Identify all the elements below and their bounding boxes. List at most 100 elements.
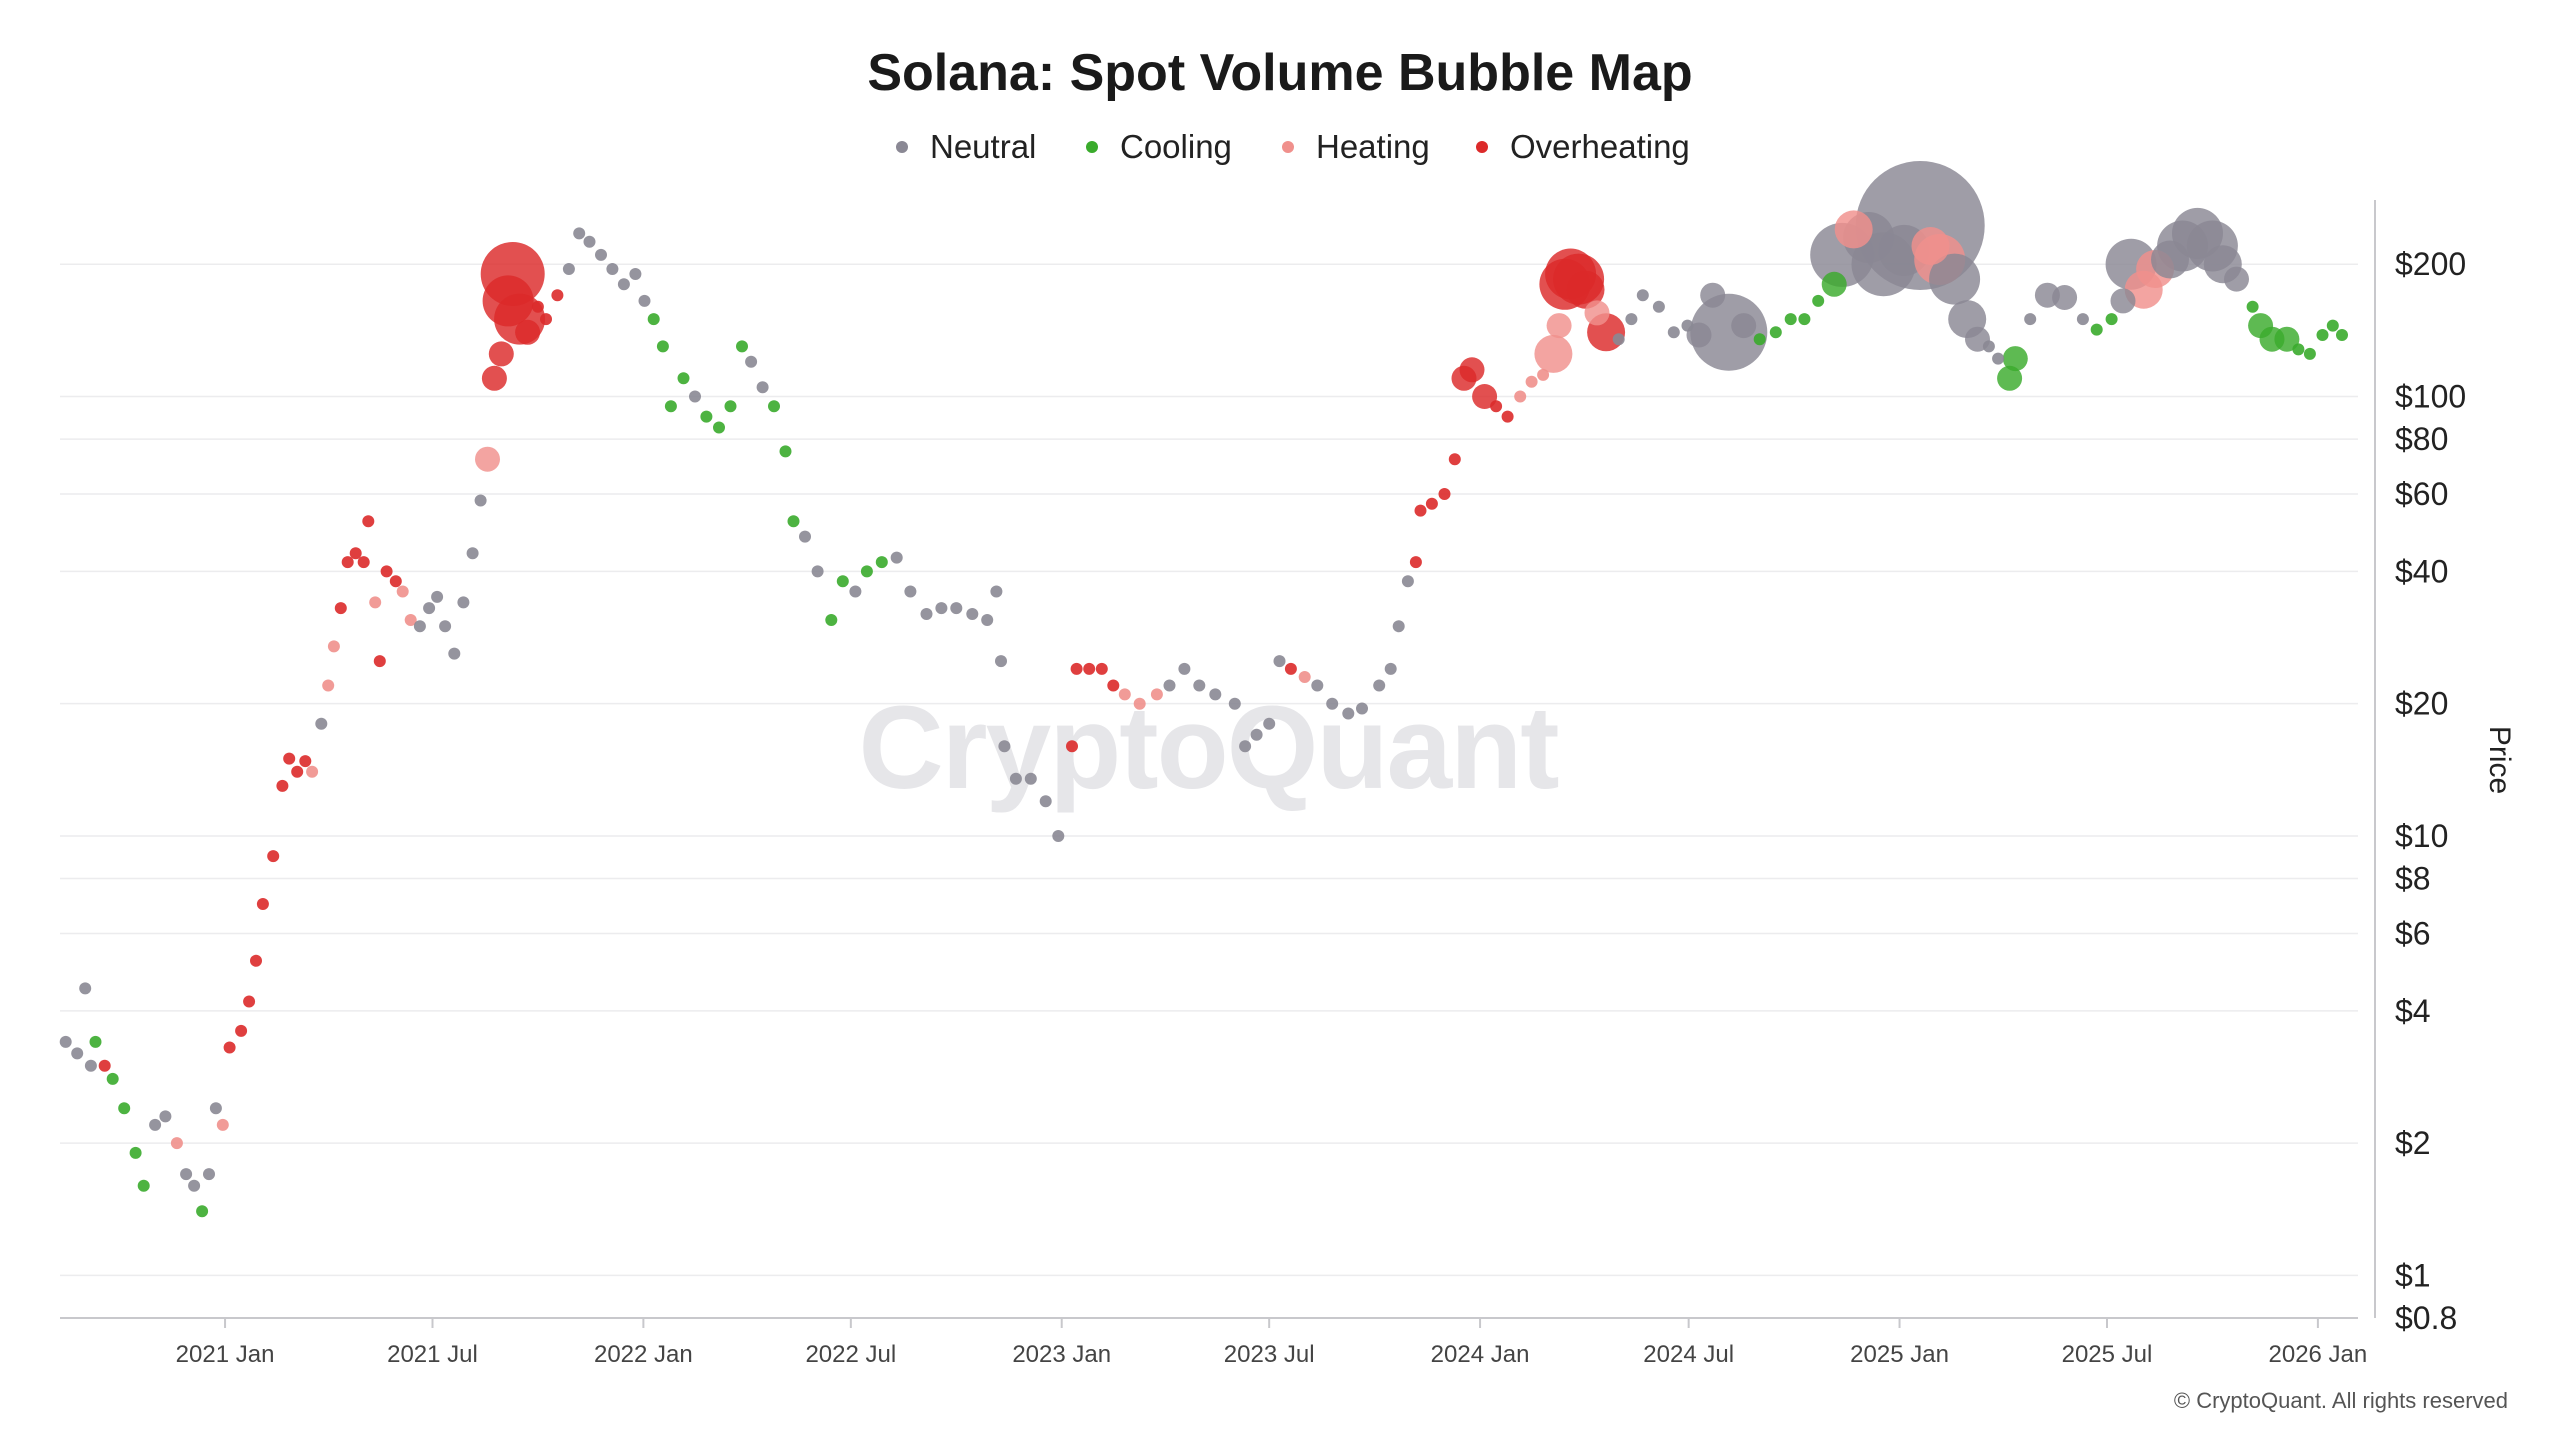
bubble-cooling[interactable] (860, 565, 873, 578)
bubble-neutral[interactable] (1163, 679, 1176, 692)
bubble-heating[interactable] (1133, 697, 1146, 710)
bubble-overheating[interactable] (1490, 400, 1503, 413)
bubble-neutral[interactable] (904, 585, 917, 598)
bubble-neutral[interactable] (1209, 688, 1222, 701)
bubble-neutral[interactable] (79, 982, 92, 995)
bubble-overheating[interactable] (1409, 556, 1422, 569)
bubble-cooling[interactable] (875, 556, 888, 569)
bubble-neutral[interactable] (203, 1168, 215, 1181)
bubble-heating[interactable] (404, 614, 417, 626)
bubble-neutral[interactable] (1686, 322, 1712, 348)
legend-marker-heating[interactable] (1282, 141, 1294, 153)
bubble-neutral[interactable] (629, 268, 642, 280)
legend-marker-cooling[interactable] (1086, 141, 1098, 153)
bubble-cooling[interactable] (2326, 319, 2339, 332)
bubble-neutral[interactable] (966, 608, 979, 620)
bubble-cooling[interactable] (2292, 343, 2305, 356)
bubble-neutral[interactable] (583, 235, 596, 248)
bubble-overheating[interactable] (243, 995, 256, 1008)
bubble-cooling[interactable] (656, 340, 669, 353)
bubble-neutral[interactable] (1401, 575, 1414, 588)
bubble-overheating[interactable] (540, 313, 552, 326)
bubble-overheating[interactable] (481, 365, 507, 391)
bubble-overheating[interactable] (373, 655, 386, 668)
legend-label-heating[interactable]: Heating (1316, 128, 1430, 165)
bubble-overheating[interactable] (341, 556, 354, 569)
bubble-overheating[interactable] (1107, 679, 1120, 692)
bubble-neutral[interactable] (180, 1168, 193, 1181)
bubble-neutral[interactable] (1373, 679, 1386, 692)
bubble-neutral[interactable] (1992, 352, 2005, 365)
bubble-cooling[interactable] (1821, 271, 1847, 297)
bubble-neutral[interactable] (474, 494, 487, 507)
bubble-neutral[interactable] (2024, 313, 2037, 326)
bubble-heating[interactable] (1534, 334, 1573, 373)
bubble-cooling[interactable] (647, 313, 660, 326)
bubble-neutral[interactable] (799, 530, 811, 543)
bubble-overheating[interactable] (531, 300, 544, 313)
bubble-neutral[interactable] (431, 590, 444, 603)
legend-marker-overheating[interactable] (1476, 141, 1488, 153)
bubble-neutral[interactable] (315, 717, 328, 730)
bubble-neutral[interactable] (149, 1118, 162, 1131)
bubble-overheating[interactable] (283, 752, 296, 765)
legend-label-cooling[interactable]: Cooling (1120, 128, 1232, 165)
bubble-neutral[interactable] (638, 294, 651, 307)
bubble-neutral[interactable] (1263, 717, 1276, 730)
bubble-neutral[interactable] (423, 602, 436, 615)
bubble-neutral[interactable] (1612, 333, 1625, 346)
bubble-heating[interactable] (1584, 300, 1610, 326)
bubble-cooling[interactable] (196, 1205, 209, 1218)
bubble-cooling[interactable] (2090, 323, 2103, 336)
bubble-overheating[interactable] (1070, 662, 1083, 675)
bubble-neutral[interactable] (1250, 728, 1263, 741)
bubble-cooling[interactable] (825, 614, 838, 626)
bubble-neutral[interactable] (439, 620, 452, 633)
bubble-cooling[interactable] (1753, 333, 1766, 346)
bubble-heating[interactable] (369, 596, 382, 609)
bubble-heating[interactable] (1150, 688, 1163, 701)
bubble-neutral[interactable] (849, 585, 862, 598)
bubble-neutral[interactable] (1625, 313, 1638, 326)
bubble-heating[interactable] (327, 640, 340, 653)
bubble-neutral[interactable] (595, 248, 607, 261)
bubble-overheating[interactable] (515, 319, 541, 345)
bubble-overheating[interactable] (1083, 662, 1096, 675)
bubble-neutral[interactable] (1009, 772, 1022, 785)
bubble-cooling[interactable] (89, 1035, 102, 1048)
bubble-neutral[interactable] (1929, 253, 1981, 305)
bubble-cooling[interactable] (1812, 294, 1825, 307)
bubble-overheating[interactable] (1438, 488, 1451, 500)
bubble-cooling[interactable] (1798, 313, 1811, 326)
bubble-neutral[interactable] (1384, 662, 1397, 675)
bubble-cooling[interactable] (1784, 313, 1797, 326)
bubble-neutral[interactable] (448, 647, 461, 660)
bubble-overheating[interactable] (1095, 662, 1108, 675)
bubble-neutral[interactable] (1228, 697, 1241, 710)
bubble-heating[interactable] (1537, 368, 1550, 381)
bubble-neutral[interactable] (1239, 740, 1252, 753)
bubble-overheating[interactable] (1501, 410, 1514, 423)
bubble-overheating[interactable] (389, 575, 402, 588)
bubble-neutral[interactable] (1273, 655, 1286, 668)
bubble-neutral[interactable] (1052, 830, 1065, 842)
bubble-overheating[interactable] (1448, 453, 1461, 466)
bubble-neutral[interactable] (995, 655, 1007, 668)
bubble-neutral[interactable] (1311, 679, 1324, 692)
bubble-cooling[interactable] (836, 575, 849, 588)
bubble-overheating[interactable] (349, 547, 362, 560)
bubble-neutral[interactable] (756, 381, 769, 394)
legend-label-neutral[interactable]: Neutral (930, 128, 1036, 165)
bubble-overheating[interactable] (276, 779, 289, 792)
bubble-neutral[interactable] (990, 585, 1003, 598)
bubble-heating[interactable] (1911, 227, 1950, 265)
bubble-cooling[interactable] (713, 421, 725, 434)
bubble-cooling[interactable] (2105, 313, 2118, 326)
bubble-neutral[interactable] (890, 551, 903, 564)
bubble-neutral[interactable] (1039, 795, 1052, 808)
bubble-overheating[interactable] (1425, 497, 1438, 510)
bubble-heating[interactable] (1546, 313, 1572, 339)
bubble-neutral[interactable] (1024, 772, 1037, 785)
bubble-cooling[interactable] (106, 1072, 119, 1085)
bubble-neutral[interactable] (1652, 300, 1665, 313)
